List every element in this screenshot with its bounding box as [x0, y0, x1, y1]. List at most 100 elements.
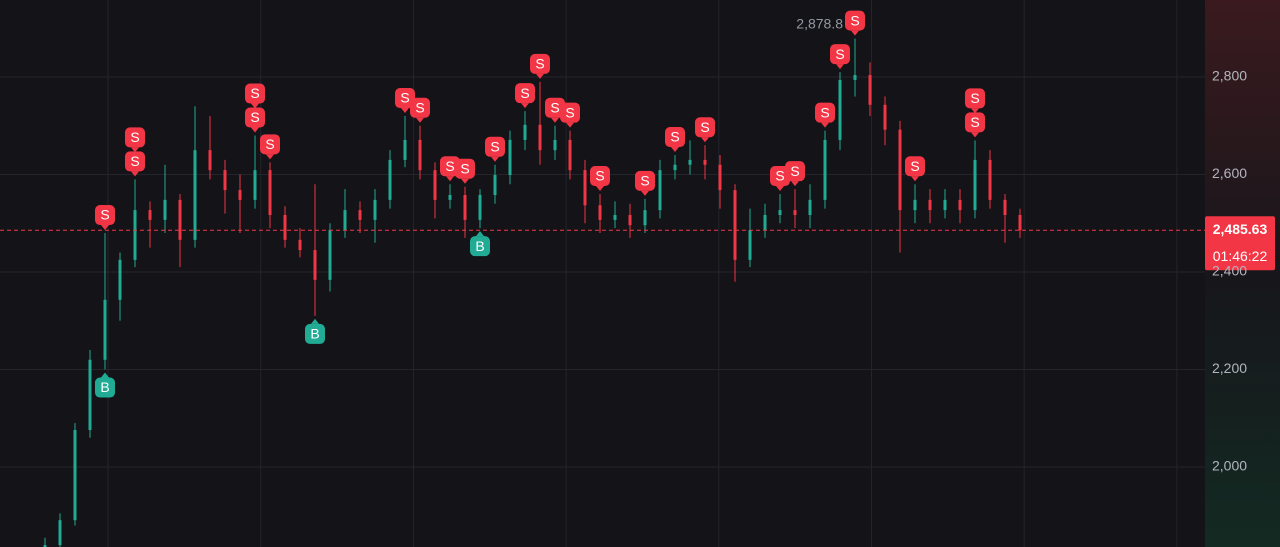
high-label: 2,878.8 [796, 15, 843, 31]
marker-badge [635, 170, 655, 191]
marker-badge [965, 88, 985, 109]
marker-label: B [475, 238, 484, 254]
trade-marker: S [965, 88, 985, 114]
candle-body [523, 124, 527, 140]
candle-body [508, 139, 512, 176]
candle-body [703, 159, 707, 165]
trade-marker: S [485, 136, 505, 162]
trade-marker: B [470, 231, 490, 257]
candle-body [763, 214, 767, 231]
candle-body [343, 210, 347, 231]
marker-pointer [566, 122, 574, 128]
candle-body [538, 124, 542, 151]
candle-body [673, 164, 677, 171]
candle-body [1018, 214, 1022, 231]
marker-badge [95, 377, 115, 398]
candle-body [583, 170, 587, 206]
marker-label: B [100, 379, 109, 395]
candle-body [973, 159, 977, 211]
candle-body [193, 150, 197, 240]
trade-marker: S [95, 205, 115, 231]
marker-label: S [550, 99, 559, 115]
marker-badge [455, 158, 475, 179]
trade-marker: S [245, 107, 265, 133]
candle-body [493, 175, 497, 196]
candle-body [148, 210, 152, 220]
candle-body [463, 195, 467, 220]
marker-pointer [836, 64, 844, 70]
candle-body [688, 159, 692, 165]
marker-badge [785, 161, 805, 182]
trade-marker: S [125, 127, 145, 153]
last-price-label: 2,485.63 [1213, 221, 1268, 237]
marker-label: S [520, 85, 529, 101]
candle-body [43, 545, 47, 547]
marker-label: S [535, 56, 544, 72]
candle-body [613, 214, 617, 220]
countdown: 01:46:22 [1213, 248, 1268, 264]
marker-label: S [790, 163, 799, 179]
marker-label: S [415, 99, 424, 115]
candle-body [628, 214, 632, 226]
marker-pointer [251, 127, 259, 133]
marker-pointer [911, 176, 919, 182]
candle-body [238, 190, 242, 200]
trade-marker: S [845, 10, 865, 36]
marker-pointer [476, 231, 484, 237]
marker-label: S [250, 85, 259, 101]
marker-badge [245, 107, 265, 128]
candle-body [643, 210, 647, 226]
candle-body [853, 75, 857, 80]
marker-badge [815, 102, 835, 123]
marker-badge [695, 117, 715, 138]
marker-pointer [416, 117, 424, 123]
marker-pointer [266, 154, 274, 160]
marker-label: S [400, 90, 409, 106]
candle-body [223, 170, 227, 191]
candle-body [73, 429, 77, 521]
candle-body [253, 170, 257, 200]
marker-badge [530, 53, 550, 74]
marker-badge [245, 83, 265, 104]
candle-body [868, 75, 872, 105]
candle-body [808, 199, 812, 215]
trade-marker: S [965, 112, 985, 138]
candle-body [448, 195, 452, 200]
candle-body [793, 210, 797, 215]
candle-body [928, 199, 932, 211]
marker-label: S [265, 136, 274, 152]
marker-label: S [910, 158, 919, 174]
candle-body [898, 129, 902, 211]
candle-body [268, 170, 272, 215]
candle-body [598, 205, 602, 220]
marker-pointer [821, 122, 829, 128]
marker-pointer [461, 178, 469, 184]
candle-body [433, 170, 437, 200]
candle-body [553, 139, 557, 151]
marker-badge [845, 10, 865, 31]
marker-badge [260, 134, 280, 155]
marker-badge [965, 112, 985, 133]
marker-pointer [536, 73, 544, 79]
candle-body [988, 159, 992, 200]
marker-label: S [130, 153, 139, 169]
marker-pointer [596, 186, 604, 192]
marker-badge [665, 127, 685, 148]
marker-badge [95, 205, 115, 226]
marker-pointer [311, 318, 319, 324]
candle-body [913, 199, 917, 211]
marker-label: S [595, 168, 604, 184]
candle-body [568, 139, 572, 171]
marker-label: S [970, 114, 979, 130]
marker-pointer [101, 372, 109, 378]
marker-pointer [776, 186, 784, 192]
candle-body [478, 195, 482, 220]
trade-marker: S [815, 102, 835, 128]
marker-pointer [701, 137, 709, 143]
trade-marker: S [665, 127, 685, 153]
marker-badge [515, 83, 535, 104]
trade-marker: S [590, 166, 610, 192]
marker-badge [125, 151, 145, 172]
candle-body [283, 214, 287, 240]
